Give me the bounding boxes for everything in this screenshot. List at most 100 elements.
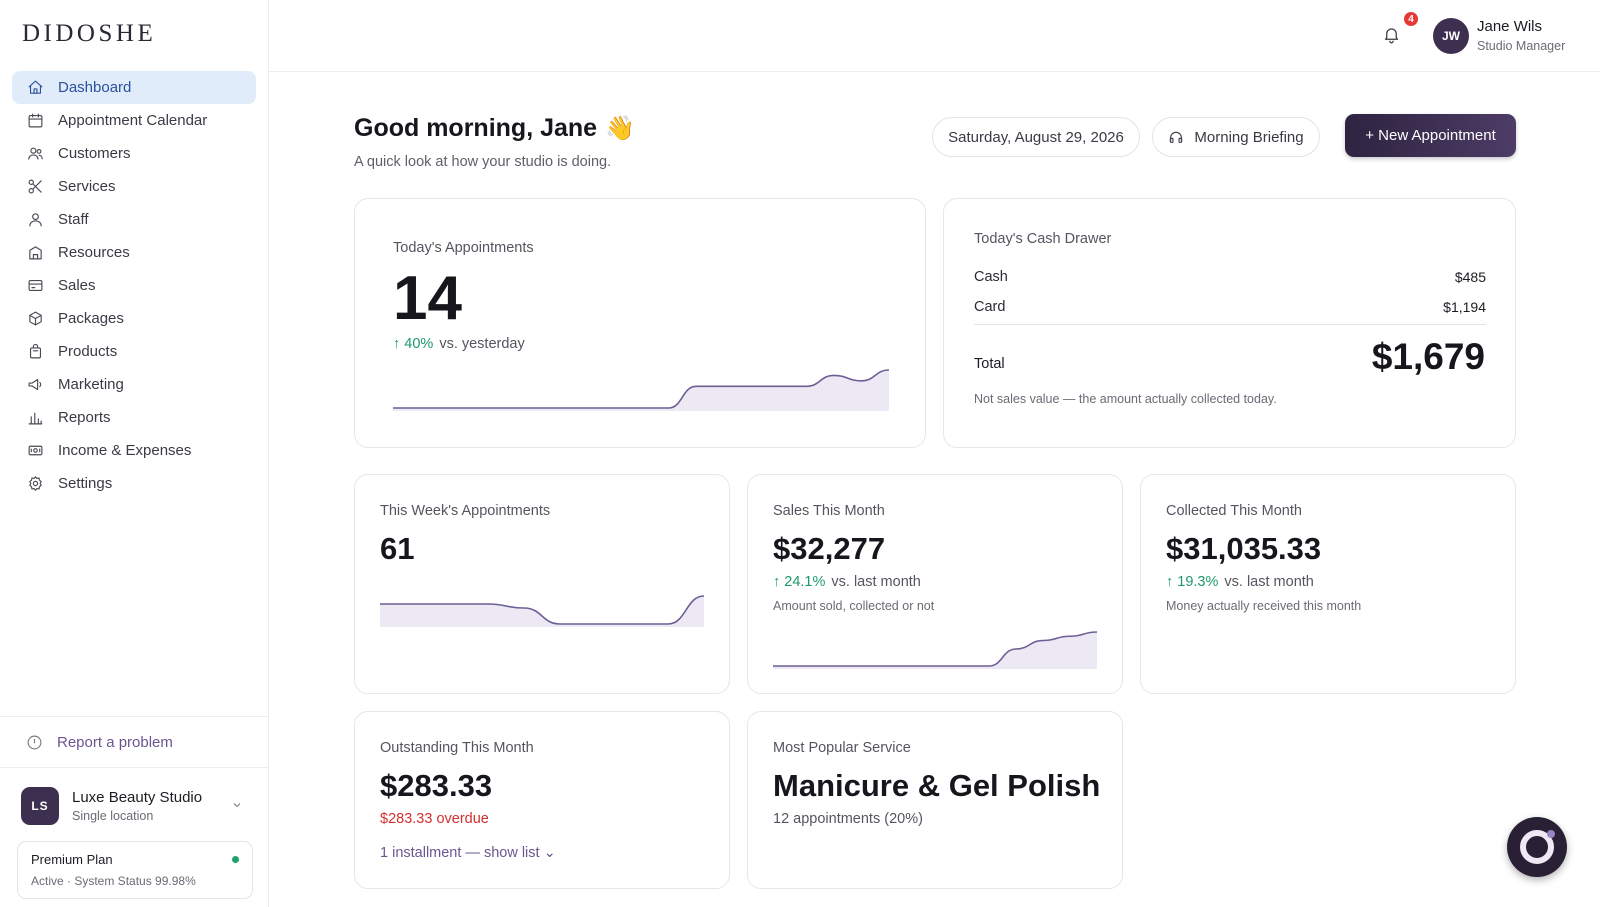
sidebar-item-label: Marketing <box>58 376 124 393</box>
today-appointments-card[interactable]: Today's Appointments 14 ↑ 40% vs. yesterd… <box>354 198 926 448</box>
week-appointments-sparkline <box>380 595 704 627</box>
page-title: Good morning, Jane 👋 <box>354 114 635 143</box>
total-value: $1,679 <box>1371 336 1485 377</box>
sidebar-item-resources[interactable]: Resources <box>12 236 256 269</box>
home-icon <box>26 79 44 97</box>
sidebar-item-sales[interactable]: Sales <box>12 269 256 302</box>
outstanding-month-card[interactable]: Outstanding This Month $283.33 $283.33 o… <box>354 711 730 889</box>
sales-month-card[interactable]: Sales This Month $32,277 ↑ 24.1% vs. last… <box>747 474 1123 694</box>
user-avatar[interactable]: JW <box>1433 18 1469 54</box>
sidebar-item-label: Staff <box>58 211 89 228</box>
sidebar-item-dashboard[interactable]: Dashboard <box>12 71 256 104</box>
trend-indicator: ↑ 24.1% vs. last month <box>773 574 921 590</box>
cash-drawer-note: Not sales value — the amount actually co… <box>974 392 1277 406</box>
users-icon <box>26 145 44 163</box>
user-name[interactable]: Jane Wils <box>1477 18 1543 35</box>
overdue-amount: $283.33 overdue <box>380 811 489 827</box>
sidebar-item-label: Packages <box>58 310 124 327</box>
card-title: Collected This Month <box>1166 503 1302 519</box>
sparkline-area <box>380 596 704 627</box>
sidebar-item-label: Services <box>58 178 116 195</box>
chevron-down-icon[interactable] <box>231 798 245 812</box>
package-icon <box>26 310 44 328</box>
morning-briefing-button[interactable]: Morning Briefing <box>1152 117 1320 157</box>
bar-chart-icon <box>26 409 44 427</box>
sparkline-area <box>773 632 1097 669</box>
studio-name: Luxe Beauty Studio <box>72 789 203 806</box>
plan-status: Active · System Status 99.98% <box>31 874 196 888</box>
today-appointments-value: 14 <box>393 264 462 333</box>
assistant-ring-icon <box>1520 830 1554 864</box>
card-title: This Week's Appointments <box>380 503 551 519</box>
trend-text: vs. yesterday <box>439 336 525 352</box>
cash-drawer-card[interactable]: Today's Cash Drawer Cash $485 Card $1,194 … <box>943 198 1516 448</box>
sidebar-item-products[interactable]: Products <box>12 335 256 368</box>
sidebar-item-customers[interactable]: Customers <box>12 137 256 170</box>
assistant-launcher-button[interactable] <box>1507 817 1567 877</box>
credit-card-icon <box>26 277 44 295</box>
megaphone-icon <box>26 376 44 394</box>
morning-briefing-label: Morning Briefing <box>1194 128 1304 146</box>
scissors-icon <box>26 178 44 196</box>
card-title: Today's Cash Drawer <box>974 231 1112 247</box>
wave-emoji: 👋 <box>605 115 635 142</box>
divider <box>974 324 1486 325</box>
collected-month-note: Money actually received this month <box>1166 599 1362 613</box>
banknote-icon <box>26 442 44 460</box>
status-dot <box>232 856 239 863</box>
calendar-icon <box>26 112 44 130</box>
sidebar-item-appointment-calendar[interactable]: Appointment Calendar <box>12 104 256 137</box>
sidebar-item-marketing[interactable]: Marketing <box>12 368 256 401</box>
card-title: Sales This Month <box>773 503 885 519</box>
sidebar-nav: Dashboard Appointment Calendar Customers… <box>12 71 256 500</box>
plan-name: Premium Plan <box>31 852 113 867</box>
sales-month-sparkline <box>773 631 1097 669</box>
sidebar-item-income-expenses[interactable]: Income & Expenses <box>12 434 256 467</box>
sidebar-item-label: Resources <box>58 244 130 261</box>
studio-subtitle: Single location <box>72 809 154 823</box>
card-title: Most Popular Service <box>773 740 911 756</box>
date-pill[interactable]: Saturday, August 29, 2026 <box>932 117 1140 157</box>
page-subtitle: A quick look at how your studio is doing… <box>354 154 612 170</box>
report-problem-link[interactable]: Report a problem <box>0 716 268 768</box>
headphones-icon <box>1170 131 1183 143</box>
popular-service-value: Manicure & Gel Polish <box>773 768 1101 803</box>
studio-switcher[interactable]: LS Luxe Beauty Studio Single location <box>21 786 253 826</box>
sidebar-item-services[interactable]: Services <box>12 170 256 203</box>
card-title: Outstanding This Month <box>380 740 534 756</box>
card-label: Card <box>974 299 1006 315</box>
brand-logo[interactable]: DIDOSHE <box>22 20 157 47</box>
gear-icon <box>26 475 44 493</box>
week-appointments-card[interactable]: This Week's Appointments 61 <box>354 474 730 694</box>
cash-value: $485 <box>1454 269 1486 285</box>
user-role: Studio Manager <box>1477 39 1566 53</box>
sidebar-item-packages[interactable]: Packages <box>12 302 256 335</box>
show-installments-link[interactable]: 1 installment — show list ⌄ <box>380 845 556 861</box>
sidebar-item-label: Products <box>58 343 118 360</box>
today-appointments-sparkline <box>393 369 889 411</box>
collected-month-card[interactable]: Collected This Month $31,035.33 ↑ 19.3% v… <box>1140 474 1516 694</box>
outstanding-month-value: $283.33 <box>380 768 493 803</box>
sidebar-item-label: Reports <box>58 409 111 426</box>
sidebar-item-label: Income & Expenses <box>58 442 192 459</box>
bell-icon[interactable] <box>1382 25 1404 47</box>
sparkline-line <box>380 595 704 625</box>
new-appointment-button[interactable]: + New Appointment <box>1345 114 1516 157</box>
trend-indicator: ↑ 40% vs. yesterday <box>393 336 525 352</box>
card-row: Card $1,194 <box>974 299 1486 315</box>
card-value: $1,194 <box>1443 299 1486 315</box>
sidebar-item-label: Settings <box>58 475 113 492</box>
week-appointments-value: 61 <box>380 531 415 566</box>
sidebar-item-staff[interactable]: Staff <box>12 203 256 236</box>
trend-value: ↑ 40% <box>393 336 434 352</box>
sidebar-item-label: Appointment Calendar <box>58 112 208 129</box>
sidebar-item-reports[interactable]: Reports <box>12 401 256 434</box>
trend-text: vs. last month <box>1224 574 1314 590</box>
alert-circle-icon <box>27 735 42 749</box>
sales-month-note: Amount sold, collected or not <box>773 599 935 613</box>
sidebar-item-label: Sales <box>58 277 96 294</box>
sidebar-item-settings[interactable]: Settings <box>12 467 256 500</box>
sparkline-line <box>393 369 889 409</box>
sidebar: DIDOSHE Dashboard Appointment Calendar C… <box>0 0 269 907</box>
popular-service-card[interactable]: Most Popular Service Manicure & Gel Poli… <box>747 711 1123 889</box>
